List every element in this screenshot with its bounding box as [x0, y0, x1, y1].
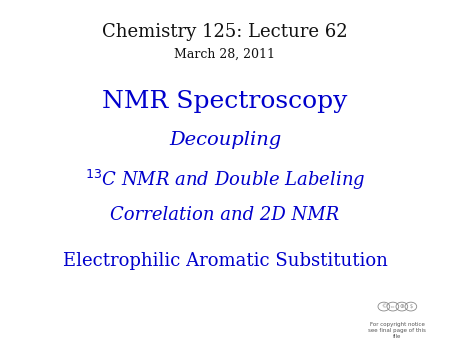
- Text: For copyright notice
see final page of this
file: For copyright notice see final page of t…: [369, 322, 426, 338]
- Text: Decoupling: Decoupling: [169, 131, 281, 149]
- Text: cc: cc: [391, 305, 395, 309]
- Text: Electrophilic Aromatic Substitution: Electrophilic Aromatic Substitution: [63, 252, 387, 270]
- Text: March 28, 2011: March 28, 2011: [175, 48, 275, 61]
- Text: $^{13}$C NMR and Double Labeling: $^{13}$C NMR and Double Labeling: [85, 168, 365, 192]
- Text: Correlation and 2D NMR: Correlation and 2D NMR: [110, 206, 340, 224]
- Text: NMR Spectroscopy: NMR Spectroscopy: [102, 90, 348, 113]
- Text: Chemistry 125: Lecture 62: Chemistry 125: Lecture 62: [102, 23, 348, 41]
- Text: $: $: [410, 304, 412, 309]
- Text: ©: ©: [381, 304, 387, 309]
- Text: ⊕: ⊕: [400, 304, 404, 309]
